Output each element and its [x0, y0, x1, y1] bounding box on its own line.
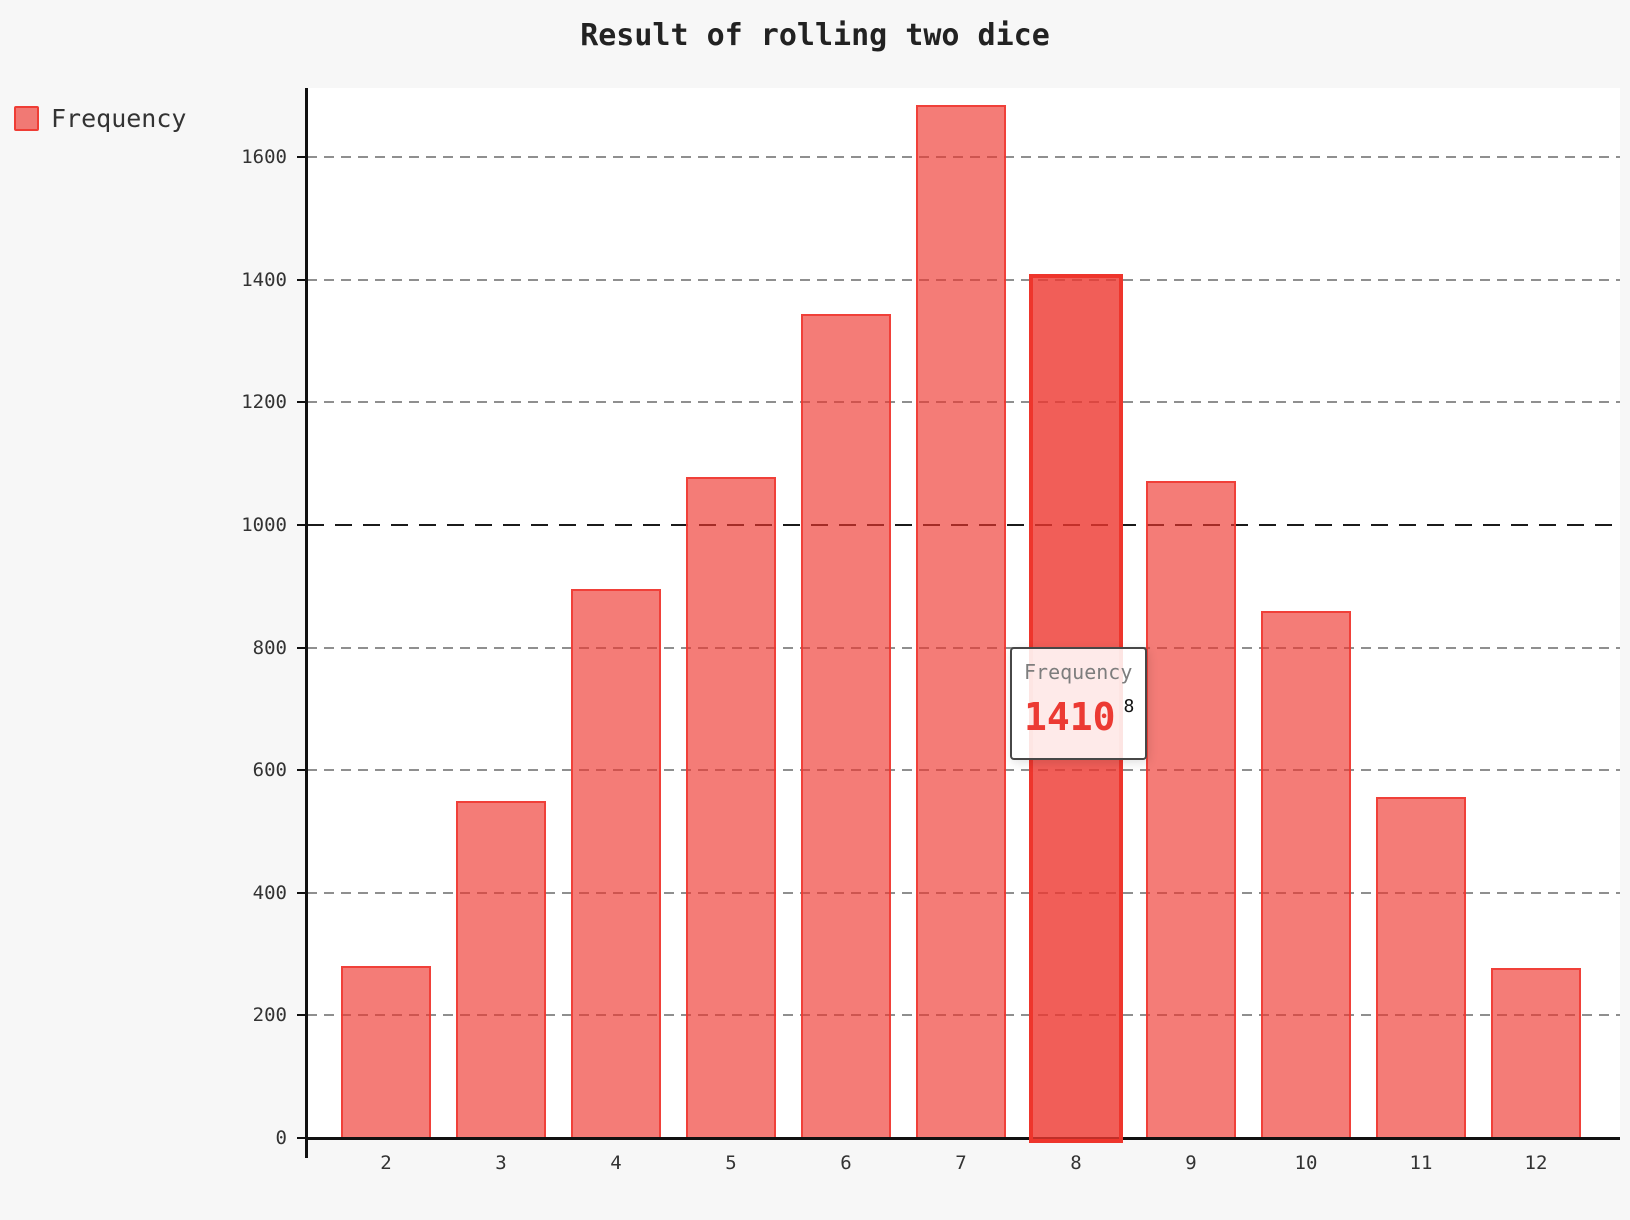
x-axis-label-6: 6	[840, 1152, 852, 1174]
tooltip-value: 1410	[1024, 695, 1116, 739]
bar-2[interactable]	[341, 966, 431, 1138]
y-tick-800	[297, 646, 305, 649]
x-axis-line	[305, 1137, 1620, 1140]
x-axis-label-11: 11	[1409, 1152, 1433, 1174]
y-tick-1200	[297, 401, 305, 404]
y-axis-label-1000: 1000	[241, 514, 287, 537]
bar-12[interactable]	[1491, 968, 1581, 1138]
y-axis-label-600: 600	[252, 759, 287, 782]
legend-item-frequency[interactable]: Frequency	[14, 104, 186, 133]
bar-3[interactable]	[456, 800, 546, 1138]
x-axis-label-12: 12	[1524, 1152, 1548, 1174]
y-tick-0	[297, 1137, 305, 1139]
x-axis-label-5: 5	[725, 1152, 737, 1174]
bar-10[interactable]	[1261, 610, 1351, 1138]
y-axis-line	[305, 88, 308, 1158]
bar-7[interactable]	[916, 105, 1006, 1138]
bar-6[interactable]	[801, 313, 891, 1138]
x-axis-label-4: 4	[610, 1152, 622, 1174]
y-axis-label-1200: 1200	[241, 391, 287, 414]
y-tick-1000	[297, 524, 305, 527]
tooltip-value-row: 1410 8	[1024, 694, 1135, 740]
x-axis-labels: 2 3 4 5 6 7 8 9 10 11 12	[307, 1152, 1620, 1182]
bar-9[interactable]	[1146, 480, 1236, 1138]
legend-label: Frequency	[51, 104, 187, 133]
y-tick-200	[297, 1014, 305, 1017]
x-axis-label-10: 10	[1294, 1152, 1318, 1174]
tooltip-category: 8	[1123, 696, 1135, 717]
x-axis-label-3: 3	[495, 1152, 507, 1174]
y-axis-label-1600: 1600	[241, 146, 287, 169]
y-axis-label-200: 200	[252, 1004, 287, 1027]
bar-5[interactable]	[686, 477, 776, 1138]
bar-4[interactable]	[571, 589, 661, 1138]
legend-swatch-icon	[14, 106, 39, 131]
plot-area	[307, 88, 1620, 1143]
y-axis-label-1400: 1400	[241, 268, 287, 291]
y-axis-label-0: 0	[275, 1127, 287, 1149]
x-axis-label-9: 9	[1185, 1152, 1197, 1174]
bar-11[interactable]	[1376, 796, 1466, 1138]
x-axis-label-7: 7	[955, 1152, 967, 1174]
y-tick-1600	[297, 156, 305, 159]
tooltip: Frequency 1410 8	[1010, 647, 1147, 760]
y-tick-400	[297, 891, 305, 894]
y-tick-600	[297, 769, 305, 772]
chart-title: Result of rolling two dice	[580, 18, 1050, 53]
y-axis-label-800: 800	[252, 636, 287, 659]
y-axis-label-400: 400	[252, 881, 287, 904]
x-axis-label-8: 8	[1070, 1152, 1082, 1174]
y-tick-1400	[297, 278, 305, 281]
tooltip-series-name: Frequency	[1024, 660, 1133, 684]
x-axis-label-2: 2	[380, 1152, 392, 1174]
y-axis: 0 200 400 600 800 1000 1200 1400 1600	[0, 88, 307, 1149]
